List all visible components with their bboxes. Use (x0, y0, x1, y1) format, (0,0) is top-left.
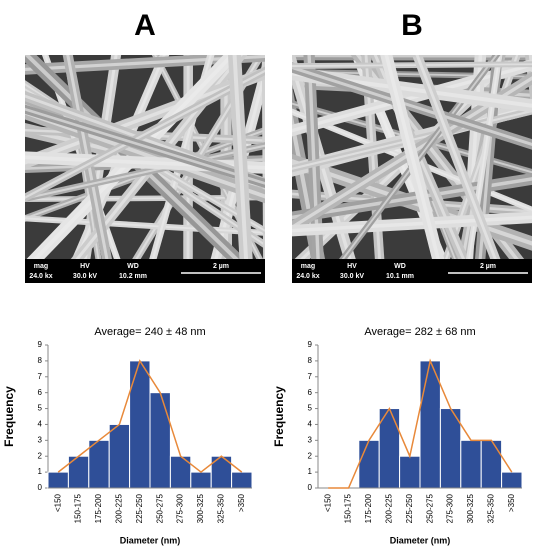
fiber-highlight (292, 65, 532, 147)
bar (129, 360, 151, 489)
y-tick-label: 6 (38, 388, 43, 397)
scale-label: 2 µm (213, 263, 229, 270)
info-value: 24.0 kx (29, 273, 52, 280)
bar (480, 439, 503, 489)
x-tick-label: 325-350 (217, 493, 226, 523)
y-axis-label: Frequency (2, 386, 16, 447)
chart-title: Average= 282 ± 68 nm (364, 326, 475, 338)
fiber (261, 55, 265, 259)
bar (231, 471, 253, 489)
y-tick-label: 5 (308, 404, 313, 413)
y-axis-label: Frequency (272, 386, 286, 447)
bar (190, 471, 212, 489)
sem-image (292, 55, 532, 259)
y-tick-label: 5 (38, 404, 43, 413)
fiber-highlight (364, 55, 382, 259)
trend-line (57, 359, 243, 474)
info-bar (292, 259, 532, 283)
y-tick-label: 8 (38, 356, 43, 365)
fiber-highlight (384, 55, 440, 259)
y-tick-label: 9 (38, 340, 43, 349)
x-tick-label: 150-175 (344, 493, 353, 523)
y-tick-label: 9 (308, 340, 313, 349)
fiber-highlight (307, 55, 320, 259)
x-tick-label: 275-300 (446, 493, 455, 523)
x-tick-label: 150-175 (74, 493, 83, 523)
info-bar (25, 259, 265, 283)
x-tick-label: 250-275 (425, 493, 434, 523)
scale-label: 2 µm (480, 263, 496, 270)
y-tick-label: 3 (308, 435, 313, 444)
y-tick-label: 2 (308, 451, 313, 460)
x-tick-label: 225-250 (405, 493, 414, 523)
info-label: WD (394, 263, 406, 270)
y-tick-label: 6 (308, 388, 313, 397)
trend-line (328, 358, 513, 489)
fiber-highlight (292, 63, 532, 67)
bar (108, 423, 131, 489)
x-tick-label: 275-300 (176, 493, 185, 523)
info-value: 30.0 kV (340, 273, 364, 280)
bar (149, 392, 171, 489)
x-tick-label: >350 (237, 493, 246, 512)
bar (358, 439, 380, 489)
info-value: 30.0 kV (73, 273, 97, 280)
x-axis-label: Diameter (nm) (390, 535, 451, 545)
x-tick-label: 225-250 (135, 493, 144, 523)
info-label: HV (347, 263, 357, 270)
x-tick-label: <150 (53, 493, 62, 512)
bar (47, 471, 69, 489)
info-label: mag (34, 263, 48, 270)
x-tick-label: 175-200 (364, 493, 373, 523)
info-label: mag (301, 263, 315, 270)
y-tick-label: 7 (38, 372, 43, 381)
bar (399, 455, 421, 489)
x-tick-label: 200-225 (115, 493, 124, 523)
y-tick-label: 3 (38, 435, 43, 444)
bar (460, 439, 482, 489)
fiber-highlight (292, 215, 532, 233)
info-label: WD (127, 263, 139, 270)
y-tick-label: 7 (308, 372, 313, 381)
x-tick-label: 300-325 (196, 493, 205, 523)
bar (419, 360, 441, 489)
y-tick-label: 0 (308, 483, 313, 492)
sem-image (25, 15, 270, 299)
y-tick-label: 1 (308, 467, 313, 476)
info-value: 10.2 mm (119, 273, 147, 280)
x-axis-label: Diameter (nm) (120, 535, 181, 545)
panel-label: B (401, 9, 423, 42)
y-tick-label: 4 (308, 420, 313, 429)
info-value: 24.0 kx (296, 273, 319, 280)
x-tick-label: 200-225 (385, 493, 394, 523)
bar (501, 471, 523, 489)
fiber-highlight (268, 15, 270, 299)
fiber-highlight (232, 55, 249, 259)
y-tick-label: 2 (38, 451, 43, 460)
x-tick-label: 250-275 (155, 493, 164, 523)
y-tick-label: 8 (308, 356, 313, 365)
chart-title: Average= 240 ± 48 nm (94, 326, 205, 338)
y-tick-label: 1 (38, 467, 43, 476)
x-tick-label: 175-200 (94, 493, 103, 523)
info-label: HV (80, 263, 90, 270)
info-value: 10.1 mm (386, 273, 414, 280)
x-tick-label: <150 (323, 493, 332, 512)
x-tick-label: 325-350 (487, 493, 496, 523)
x-tick-label: 300-325 (466, 493, 475, 523)
y-tick-label: 4 (38, 420, 43, 429)
fiber-highlight (415, 55, 497, 259)
x-tick-label: >350 (507, 493, 516, 512)
y-tick-label: 0 (38, 483, 43, 492)
bar (88, 439, 110, 489)
panel-label: A (134, 9, 156, 42)
fiber-highlight (292, 63, 532, 133)
